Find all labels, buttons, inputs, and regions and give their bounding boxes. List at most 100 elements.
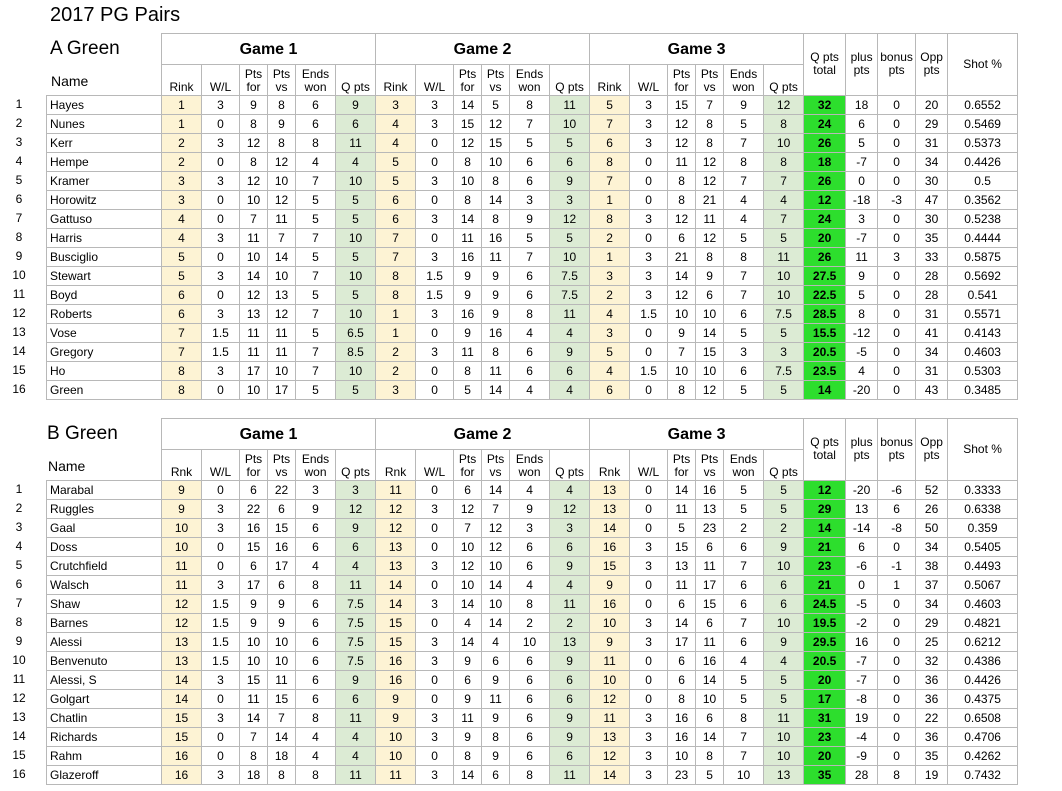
wl-cell: 0	[201, 190, 240, 210]
wl-cell: 0	[415, 537, 455, 557]
wl-cell: 0	[201, 380, 240, 400]
table-row: Alessi 13 1.5 10 10 6 7.5 15 3 14 4 10 13 9 3 17 11 6 9 29.…	[46, 632, 1019, 652]
shot-pct-cell: 0.6508	[947, 708, 1019, 728]
q-total-cell: 35	[803, 765, 847, 785]
plus-pts-cell: 6	[845, 537, 879, 557]
pts-for-cell: 8	[667, 190, 697, 210]
wl-cell: 0	[201, 114, 240, 134]
column-header: W/L	[201, 449, 240, 481]
q-pts-cell: 7.5	[334, 651, 377, 671]
pts-for-cell: 11	[239, 323, 268, 343]
q-pts-cell: 10	[334, 228, 377, 248]
q-pts-cell: 11	[334, 765, 377, 785]
pts-for-cell: 8	[453, 190, 483, 210]
wl-cell: 0	[415, 190, 455, 210]
bonus-pts-cell: 0	[877, 209, 917, 229]
ends-won-cell: 6	[509, 708, 551, 728]
wl-cell: 1.5	[201, 323, 240, 343]
pts-vs-cell: 8	[267, 95, 296, 115]
column-header: Pts vs	[695, 449, 725, 481]
pts-vs-cell: 17	[267, 556, 296, 576]
table-row: Rahm 16 0 8 18 4 4 10 0 8 9 6 6 12 3 10 8 7 10 20 -9 0 35 0.426…	[46, 746, 1019, 766]
q-pts-cell: 5	[763, 480, 805, 500]
table-row: Doss 10 0 15 16 6 6 13 0 10 12 6 6 16 3 15 6 6 9 21 6 0 34 0.54…	[46, 537, 1019, 557]
opp-pts-cell: 35	[915, 228, 949, 248]
wl-cell: 0	[415, 152, 455, 172]
pts-vs-cell: 8	[481, 342, 511, 362]
row-number: 4	[15, 154, 23, 168]
pts-for-cell: 9	[453, 651, 483, 671]
ends-won-cell: 6	[295, 95, 336, 115]
pts-for-cell: 15	[239, 670, 268, 690]
pts-vs-cell: 8	[267, 765, 296, 785]
rink-cell: 13	[589, 499, 631, 519]
q-pts-cell: 4	[334, 746, 377, 766]
pts-vs-cell: 5	[481, 95, 511, 115]
player-name: Glazeroff	[46, 765, 162, 785]
rink-cell: 1	[161, 95, 202, 115]
plus-pts-cell: -6	[845, 556, 879, 576]
pts-vs-cell: 9	[267, 114, 296, 134]
pts-vs-cell: 10	[481, 594, 511, 614]
table-row: Green 8 0 10 17 5 5 3 0 5 14 4 4 6 0 8 12 5 5 14 -20 0 43 0.348…	[46, 380, 1019, 400]
pts-for-cell: 9	[239, 594, 268, 614]
bonus-pts-cell: 3	[877, 247, 917, 267]
q-pts-cell: 10	[549, 247, 591, 267]
q-pts-cell: 6	[549, 361, 591, 381]
q-total-cell: 31	[803, 708, 847, 728]
ends-won-cell: 6	[295, 651, 336, 671]
wl-cell: 0	[629, 575, 669, 595]
rink-cell: 4	[161, 228, 202, 248]
opp-pts-cell: 32	[915, 651, 949, 671]
rink-cell: 5	[161, 266, 202, 286]
shot-pct-cell: 0.4386	[947, 651, 1019, 671]
row-number: 1	[15, 97, 23, 111]
wl-cell: 0	[415, 689, 455, 709]
wl-cell: 3	[415, 499, 455, 519]
pts-vs-cell: 7	[267, 228, 296, 248]
bonus-pts-cell: 0	[877, 171, 917, 191]
pts-vs-cell: 17	[695, 575, 725, 595]
wl-cell: 0	[201, 285, 240, 305]
opp-pts-cell: 31	[915, 361, 949, 381]
pts-for-cell: 11	[667, 575, 697, 595]
rink-cell: 1	[161, 114, 202, 134]
pts-for-cell: 14	[667, 613, 697, 633]
row-number: 14	[12, 344, 26, 358]
pts-for-cell: 14	[239, 266, 268, 286]
rink-cell: 3	[161, 190, 202, 210]
rink-cell: 6	[375, 190, 417, 210]
pts-for-cell: 14	[239, 708, 268, 728]
ends-won-cell: 5	[295, 380, 336, 400]
q-pts-cell: 11	[549, 95, 591, 115]
ends-won-cell: 6	[509, 266, 551, 286]
q-pts-cell: 6	[763, 594, 805, 614]
pts-vs-cell: 14	[481, 613, 511, 633]
q-pts-cell: 4	[334, 727, 377, 747]
bonus-pts-cell: 0	[877, 651, 917, 671]
bonus-pts-cell: 6	[877, 499, 917, 519]
shot-pct-cell: 0.5303	[947, 361, 1019, 381]
pts-vs-cell: 14	[481, 575, 511, 595]
column-header: Q pts	[549, 449, 591, 481]
wl-cell: 0	[629, 342, 669, 362]
row-number: 3	[15, 520, 23, 534]
shot-pct-cell: 0.541	[947, 285, 1019, 305]
q-total-cell: 27.5	[803, 266, 847, 286]
shot-pct-cell: 0.4603	[947, 594, 1019, 614]
q-pts-cell: 11	[549, 304, 591, 324]
pts-vs-cell: 15	[267, 518, 296, 538]
pts-vs-cell: 10	[481, 556, 511, 576]
rink-cell: 6	[589, 133, 631, 153]
shot-pct-cell: 0.5373	[947, 133, 1019, 153]
player-name: Doss	[46, 537, 162, 557]
wl-cell: 0	[201, 152, 240, 172]
rink-cell: 12	[589, 746, 631, 766]
q-pts-cell: 13	[549, 632, 591, 652]
rink-cell: 9	[161, 499, 202, 519]
bonus-pts-cell: 0	[877, 285, 917, 305]
ends-won-cell: 4	[723, 190, 765, 210]
q-total-cell: 24.5	[803, 594, 847, 614]
rink-cell: 8	[161, 361, 202, 381]
column-header: Pts vs	[481, 64, 511, 96]
